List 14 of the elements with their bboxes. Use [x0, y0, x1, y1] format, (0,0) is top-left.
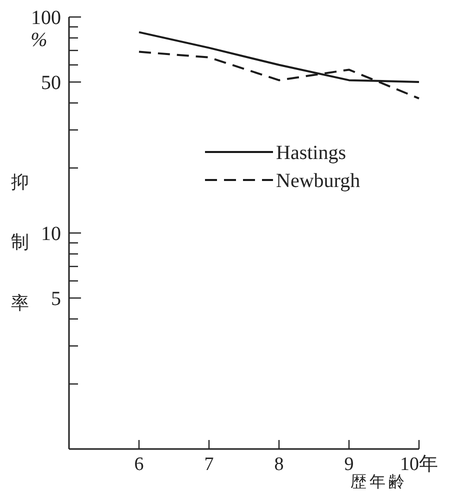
y-tick-label: 5 — [51, 288, 61, 310]
y-tick-label: 50 — [41, 72, 61, 94]
y-axis-title: 抑制率 — [10, 158, 30, 338]
y-tick-label: 10 — [41, 223, 61, 245]
x-tick-label: 10年 — [400, 454, 438, 475]
legend-label: Newburgh — [276, 170, 360, 192]
text: % — [30, 29, 48, 51]
x-tick-label: 6 — [134, 454, 144, 475]
x-tick-label: 8 — [274, 454, 284, 475]
x-axis-title: 歴年齢 — [350, 473, 408, 491]
legend-label: Hastings — [276, 142, 346, 164]
x-tick-label: 9 — [344, 454, 354, 475]
y-tick-label: 100 — [31, 7, 61, 29]
x-tick-label: 7 — [204, 454, 214, 475]
